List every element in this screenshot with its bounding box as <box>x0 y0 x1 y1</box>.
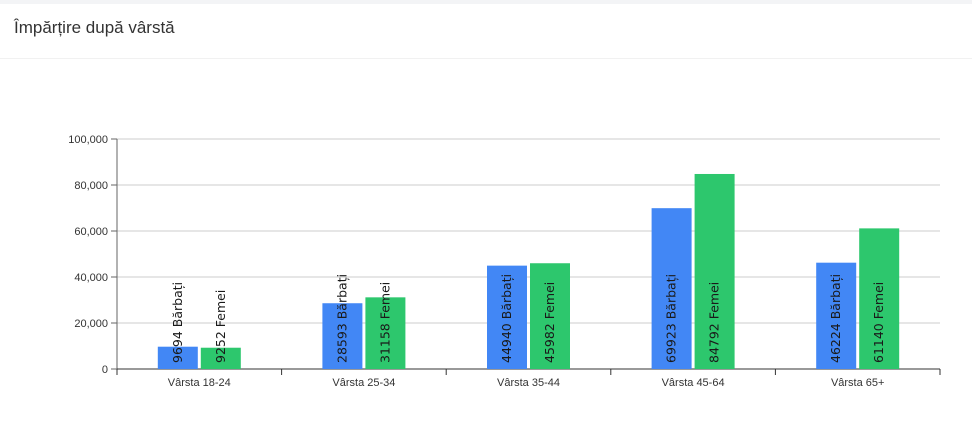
y-tick-label: 80,000 <box>74 180 108 192</box>
x-category-label: Vârsta 25-34 <box>332 377 395 389</box>
bar-label-women: 45982 Femei <box>542 282 557 363</box>
top-divider <box>0 0 972 4</box>
bar-label-men: 44940 Bărbați <box>499 274 514 363</box>
x-category-label: Vârsta 45-64 <box>662 377 725 389</box>
bar-women[interactable] <box>530 263 570 369</box>
bar-label-men: 46224 Bărbați <box>828 274 843 363</box>
bar-men[interactable] <box>322 303 363 369</box>
bar-label-men: 28593 Bărbați <box>334 274 349 363</box>
bar-women[interactable] <box>200 347 241 369</box>
bar-women[interactable] <box>365 297 406 369</box>
bar-label-women: 61140 Femei <box>871 282 886 363</box>
y-tick-label: 40,000 <box>74 272 108 284</box>
bar-label-women: 9252 Femei <box>213 290 228 363</box>
bar-men[interactable] <box>816 262 857 369</box>
x-category-label: Vârsta 35-44 <box>497 377 560 389</box>
y-tick-label: 60,000 <box>74 226 108 238</box>
bar-label-men: 9694 Bărbați <box>170 282 185 363</box>
bar-label-women: 84792 Femei <box>707 282 722 363</box>
y-tick-label: 0 <box>102 364 108 376</box>
y-tick-label: 100,000 <box>68 134 108 146</box>
y-tick-label: 20,000 <box>74 318 108 330</box>
bar-women[interactable] <box>694 173 735 369</box>
bar-women[interactable] <box>859 228 900 369</box>
card-header: Împărțire după vârstă <box>0 4 972 59</box>
bar-men[interactable] <box>487 265 527 369</box>
card-title: Împărțire după vârstă <box>14 18 175 37</box>
bar-label-men: 69923 Bărbați <box>664 274 679 363</box>
bar-men[interactable] <box>651 208 692 369</box>
bar-men[interactable] <box>157 346 198 369</box>
bar-label-women: 31158 Femei <box>377 282 392 363</box>
x-category-label: Vârsta 18-24 <box>168 377 231 389</box>
x-category-label: Vârsta 65+ <box>831 377 885 389</box>
